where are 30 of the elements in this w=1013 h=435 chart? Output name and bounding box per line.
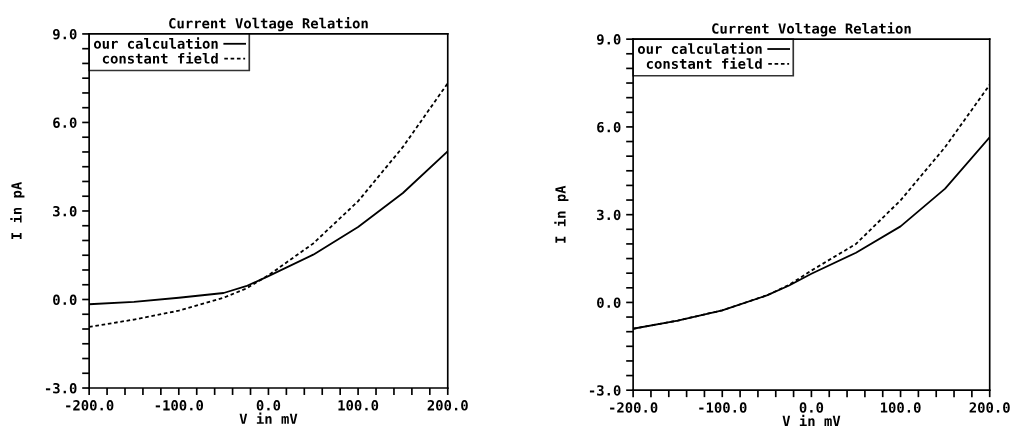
x-tick-label: -200.0 bbox=[610, 402, 658, 413]
y-tick-label: -3.0 bbox=[45, 382, 77, 394]
y-tick-label: 6.0 bbox=[597, 121, 621, 133]
legend-label: constant field bbox=[646, 57, 762, 69]
y-tick-label: 9.0 bbox=[596, 34, 621, 45]
y-tick-label: 0.0 bbox=[53, 294, 77, 305]
legend-label: constant field bbox=[102, 52, 218, 64]
x-tick-label: 0.0 bbox=[256, 400, 281, 411]
legend-label: our calculation bbox=[93, 37, 218, 49]
legend-label: our calculation bbox=[637, 42, 762, 55]
y-tick-label: 6.0 bbox=[53, 117, 77, 128]
x-tick-label: 100.0 bbox=[338, 400, 379, 411]
x-tick-label: -100.0 bbox=[155, 400, 204, 411]
x-tick-label: 100.0 bbox=[880, 402, 921, 413]
chart-title: Current Voltage Relation bbox=[712, 22, 911, 37]
y-tick-label: 3.0 bbox=[597, 209, 621, 221]
x-tick-label: 200.0 bbox=[969, 402, 1010, 413]
y-tick-label: 3.0 bbox=[53, 205, 77, 217]
y-tick-label: -3.0 bbox=[589, 385, 621, 396]
x-axis-title: V in mV bbox=[782, 414, 841, 426]
y-axis-title: I in pA bbox=[10, 181, 25, 240]
x-tick-label: 0.0 bbox=[799, 402, 824, 413]
y-tick-label: 9.0 bbox=[53, 28, 77, 40]
x-tick-label: -200.0 bbox=[66, 400, 114, 411]
y-axis-title: I in pA bbox=[554, 185, 569, 243]
x-tick-label: -100.0 bbox=[699, 402, 747, 413]
x-tick-label: 200.0 bbox=[427, 400, 468, 411]
y-tick-label: 0.0 bbox=[597, 297, 621, 308]
chart-title: Current Voltage Relation bbox=[169, 17, 368, 32]
x-axis-title: V in mV bbox=[239, 412, 298, 424]
